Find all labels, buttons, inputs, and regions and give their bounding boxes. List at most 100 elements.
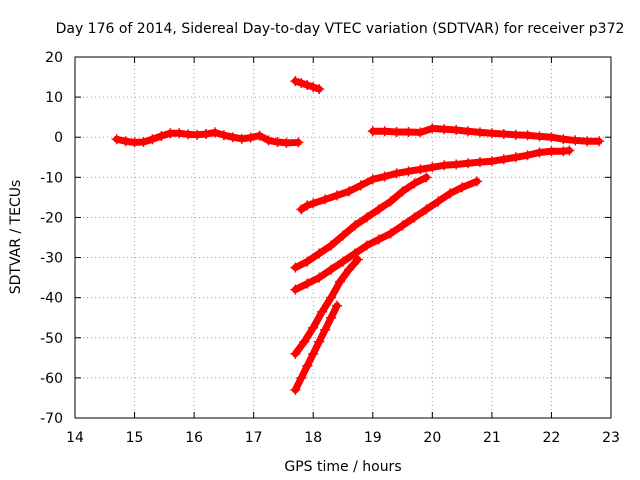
data-point	[218, 130, 229, 141]
data-point	[445, 188, 456, 199]
data-point	[293, 137, 304, 148]
x-axis-label: GPS time / hours	[284, 459, 401, 475]
x-tick-label: 19	[364, 430, 382, 446]
data-point	[510, 129, 521, 140]
data-point	[564, 145, 575, 156]
data-point	[296, 372, 307, 383]
data-point	[463, 126, 474, 137]
data-point	[403, 127, 414, 138]
data-point	[308, 322, 319, 333]
series-line	[291, 256, 362, 358]
data-point	[427, 162, 438, 173]
data-point	[296, 204, 307, 215]
data-point	[156, 131, 167, 142]
data-point	[320, 194, 331, 205]
data-point	[439, 160, 450, 171]
data-point	[326, 264, 337, 275]
data-point	[558, 134, 569, 145]
y-tick-label: -60	[40, 371, 63, 387]
data-point	[320, 324, 331, 335]
x-tick-label: 22	[543, 430, 561, 446]
data-point	[227, 132, 238, 143]
data-point	[582, 136, 593, 147]
data-point	[415, 164, 426, 175]
data-point	[314, 272, 325, 283]
data-point	[472, 176, 482, 187]
data-point	[335, 276, 346, 287]
data-point	[314, 336, 325, 347]
chart-title: Day 176 of 2014, Sidereal Day-to-day VTE…	[56, 21, 625, 37]
x-tick-label: 14	[66, 430, 84, 446]
series-arc-8	[367, 123, 605, 147]
data-point	[486, 128, 497, 139]
data-point	[111, 134, 122, 145]
y-tick-label: -30	[40, 251, 63, 267]
data-point	[361, 240, 372, 251]
series-arc-7	[290, 300, 343, 395]
data-point	[281, 137, 292, 148]
x-tick-label: 21	[483, 430, 501, 446]
data-series	[111, 76, 605, 395]
y-tick-label: -40	[40, 291, 63, 307]
data-point	[308, 348, 319, 359]
y-tick-label: -10	[40, 170, 63, 186]
y-tick-label: 10	[45, 90, 63, 106]
data-point	[299, 336, 310, 347]
data-point	[326, 292, 337, 303]
data-point	[463, 158, 474, 169]
data-point	[290, 76, 301, 87]
data-point	[183, 129, 194, 140]
data-point	[546, 132, 557, 143]
data-point	[474, 127, 485, 138]
data-point	[594, 136, 605, 147]
series-line	[291, 173, 430, 272]
data-point	[308, 198, 319, 209]
series-arc-5	[290, 176, 482, 295]
data-point	[522, 130, 533, 141]
data-point	[165, 128, 176, 139]
data-point	[486, 156, 497, 167]
data-point	[236, 133, 247, 144]
data-point	[373, 234, 384, 245]
data-point	[120, 136, 131, 147]
data-point	[373, 204, 384, 215]
data-point	[317, 306, 328, 317]
data-point	[498, 129, 509, 140]
data-point	[433, 196, 444, 207]
data-point	[498, 154, 509, 165]
data-point	[558, 146, 569, 157]
data-point	[290, 262, 301, 273]
data-point	[367, 174, 378, 185]
data-point	[421, 204, 432, 215]
data-point	[403, 166, 414, 177]
data-point	[409, 178, 420, 189]
data-point	[510, 152, 521, 163]
data-point	[326, 312, 337, 323]
data-point	[290, 384, 301, 395]
data-point	[457, 182, 468, 193]
data-point	[522, 150, 533, 161]
series-arc-4	[290, 172, 432, 273]
data-point	[534, 147, 545, 158]
y-tick-label: -50	[40, 331, 63, 347]
series-line	[291, 302, 341, 394]
data-point	[314, 248, 325, 259]
data-point	[332, 190, 343, 201]
y-tick-label: 0	[54, 130, 63, 146]
series-line	[291, 177, 481, 294]
x-tick-label: 17	[245, 430, 263, 446]
data-point	[355, 180, 366, 191]
series-arc-2	[290, 76, 325, 95]
data-point	[379, 126, 390, 137]
x-tick-label: 15	[126, 430, 144, 446]
data-point	[352, 254, 363, 265]
y-tick-label: -70	[40, 411, 63, 427]
data-point	[338, 256, 348, 267]
data-point	[314, 84, 325, 95]
data-point	[302, 278, 313, 289]
data-point	[138, 137, 149, 148]
data-point	[209, 127, 220, 138]
data-point	[332, 300, 343, 311]
data-point	[263, 135, 274, 146]
